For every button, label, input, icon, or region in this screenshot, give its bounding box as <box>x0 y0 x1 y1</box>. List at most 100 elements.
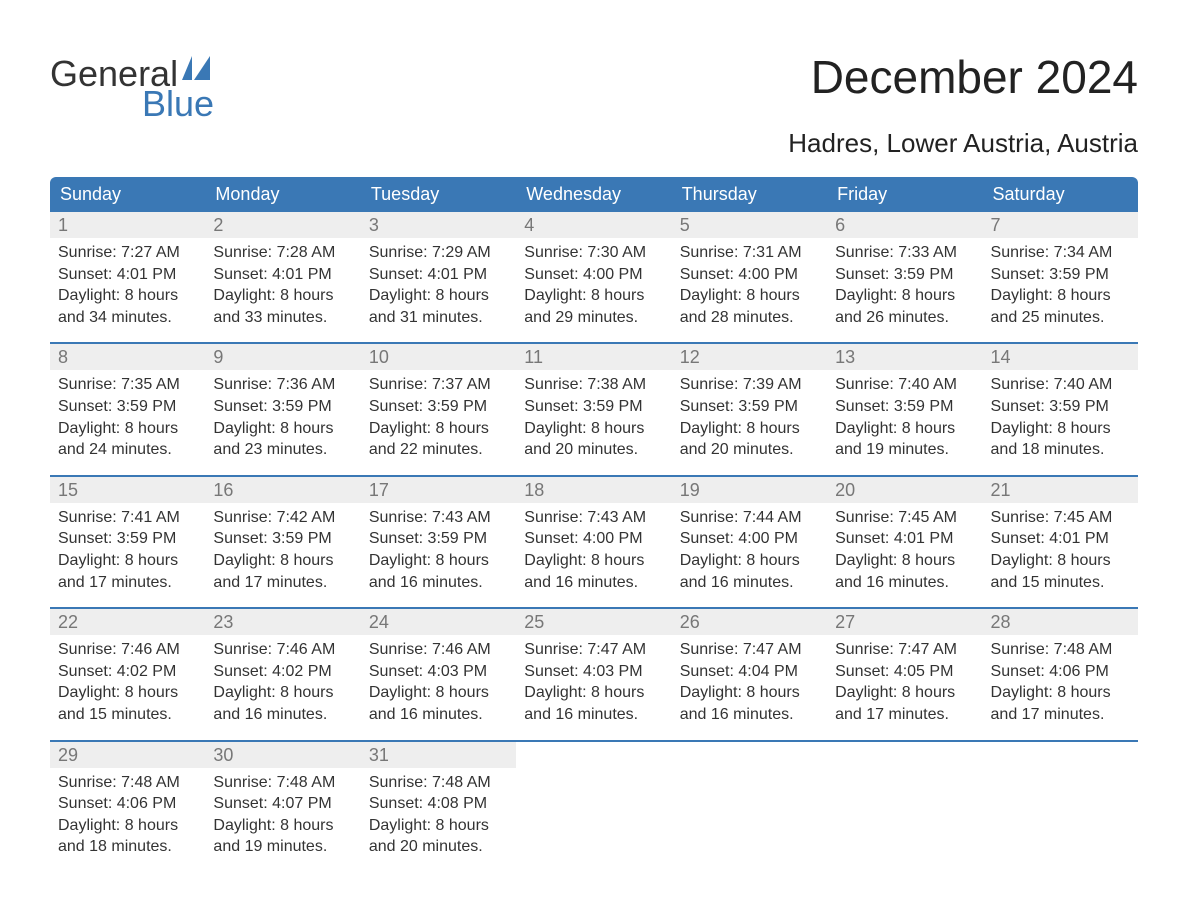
day-number: 15 <box>50 477 205 503</box>
daylight-line1: Daylight: 8 hours <box>680 418 819 440</box>
calendar-day: 17Sunrise: 7:43 AMSunset: 3:59 PMDayligh… <box>361 477 516 607</box>
daylight-line2: and 16 minutes. <box>524 572 663 594</box>
daylight-line2: and 17 minutes. <box>58 572 197 594</box>
sunset-text: Sunset: 3:59 PM <box>835 264 974 286</box>
sunrise-text: Sunrise: 7:38 AM <box>524 374 663 396</box>
day-number: 23 <box>205 609 360 635</box>
day-body: Sunrise: 7:46 AMSunset: 4:03 PMDaylight:… <box>361 635 516 739</box>
sunset-text: Sunset: 4:01 PM <box>213 264 352 286</box>
daylight-line2: and 16 minutes. <box>680 572 819 594</box>
daylight-line1: Daylight: 8 hours <box>991 285 1130 307</box>
sunset-text: Sunset: 4:08 PM <box>369 793 508 815</box>
day-number: 28 <box>983 609 1138 635</box>
calendar-day: 18Sunrise: 7:43 AMSunset: 4:00 PMDayligh… <box>516 477 671 607</box>
daylight-line1: Daylight: 8 hours <box>991 682 1130 704</box>
day-body: Sunrise: 7:27 AMSunset: 4:01 PMDaylight:… <box>50 238 205 342</box>
day-body: Sunrise: 7:31 AMSunset: 4:00 PMDaylight:… <box>672 238 827 342</box>
day-body: Sunrise: 7:48 AMSunset: 4:07 PMDaylight:… <box>205 768 360 872</box>
sunrise-text: Sunrise: 7:46 AM <box>369 639 508 661</box>
day-number: 6 <box>827 212 982 238</box>
day-body: Sunrise: 7:29 AMSunset: 4:01 PMDaylight:… <box>361 238 516 342</box>
sunset-text: Sunset: 4:00 PM <box>524 264 663 286</box>
calendar-header-cell: Monday <box>205 177 360 212</box>
page-title: December 2024 <box>811 50 1138 104</box>
day-body: Sunrise: 7:47 AMSunset: 4:05 PMDaylight:… <box>827 635 982 739</box>
calendar-day: 19Sunrise: 7:44 AMSunset: 4:00 PMDayligh… <box>672 477 827 607</box>
sunrise-text: Sunrise: 7:30 AM <box>524 242 663 264</box>
day-body: Sunrise: 7:48 AMSunset: 4:06 PMDaylight:… <box>50 768 205 872</box>
sunset-text: Sunset: 3:59 PM <box>369 396 508 418</box>
sunset-text: Sunset: 4:00 PM <box>524 528 663 550</box>
calendar-day: 8Sunrise: 7:35 AMSunset: 3:59 PMDaylight… <box>50 344 205 474</box>
day-number: 13 <box>827 344 982 370</box>
calendar-header-cell: Wednesday <box>516 177 671 212</box>
sunset-text: Sunset: 3:59 PM <box>835 396 974 418</box>
daylight-line1: Daylight: 8 hours <box>369 815 508 837</box>
daylight-line1: Daylight: 8 hours <box>369 285 508 307</box>
daylight-line2: and 16 minutes. <box>213 704 352 726</box>
daylight-line2: and 16 minutes. <box>680 704 819 726</box>
daylight-line1: Daylight: 8 hours <box>991 418 1130 440</box>
daylight-line2: and 16 minutes. <box>524 704 663 726</box>
daylight-line1: Daylight: 8 hours <box>58 285 197 307</box>
day-body: Sunrise: 7:41 AMSunset: 3:59 PMDaylight:… <box>50 503 205 607</box>
daylight-line1: Daylight: 8 hours <box>524 682 663 704</box>
day-number: 22 <box>50 609 205 635</box>
day-body: Sunrise: 7:34 AMSunset: 3:59 PMDaylight:… <box>983 238 1138 342</box>
day-number: 10 <box>361 344 516 370</box>
sunrise-text: Sunrise: 7:48 AM <box>369 772 508 794</box>
calendar-day <box>516 742 671 872</box>
daylight-line2: and 26 minutes. <box>835 307 974 329</box>
daylight-line2: and 23 minutes. <box>213 439 352 461</box>
day-number: 29 <box>50 742 205 768</box>
daylight-line2: and 28 minutes. <box>680 307 819 329</box>
daylight-line1: Daylight: 8 hours <box>58 815 197 837</box>
day-number: 8 <box>50 344 205 370</box>
sunset-text: Sunset: 3:59 PM <box>213 396 352 418</box>
daylight-line2: and 17 minutes. <box>835 704 974 726</box>
daylight-line2: and 16 minutes. <box>835 572 974 594</box>
daylight-line1: Daylight: 8 hours <box>680 550 819 572</box>
daylight-line1: Daylight: 8 hours <box>524 418 663 440</box>
sunset-text: Sunset: 4:01 PM <box>991 528 1130 550</box>
day-body: Sunrise: 7:47 AMSunset: 4:04 PMDaylight:… <box>672 635 827 739</box>
calendar-day: 31Sunrise: 7:48 AMSunset: 4:08 PMDayligh… <box>361 742 516 872</box>
calendar-week: 22Sunrise: 7:46 AMSunset: 4:02 PMDayligh… <box>50 607 1138 739</box>
sunrise-text: Sunrise: 7:33 AM <box>835 242 974 264</box>
day-body: Sunrise: 7:48 AMSunset: 4:08 PMDaylight:… <box>361 768 516 872</box>
daylight-line1: Daylight: 8 hours <box>369 550 508 572</box>
sunrise-text: Sunrise: 7:46 AM <box>58 639 197 661</box>
day-body: Sunrise: 7:36 AMSunset: 3:59 PMDaylight:… <box>205 370 360 474</box>
daylight-line2: and 15 minutes. <box>991 572 1130 594</box>
calendar-header-cell: Thursday <box>672 177 827 212</box>
day-body: Sunrise: 7:48 AMSunset: 4:06 PMDaylight:… <box>983 635 1138 739</box>
daylight-line2: and 33 minutes. <box>213 307 352 329</box>
sunrise-text: Sunrise: 7:41 AM <box>58 507 197 529</box>
sunset-text: Sunset: 3:59 PM <box>369 528 508 550</box>
daylight-line2: and 25 minutes. <box>991 307 1130 329</box>
daylight-line2: and 24 minutes. <box>58 439 197 461</box>
sunrise-text: Sunrise: 7:43 AM <box>369 507 508 529</box>
calendar: SundayMondayTuesdayWednesdayThursdayFrid… <box>50 177 1138 872</box>
sunrise-text: Sunrise: 7:47 AM <box>835 639 974 661</box>
daylight-line1: Daylight: 8 hours <box>213 815 352 837</box>
calendar-header-cell: Saturday <box>983 177 1138 212</box>
calendar-week: 1Sunrise: 7:27 AMSunset: 4:01 PMDaylight… <box>50 212 1138 342</box>
calendar-day: 28Sunrise: 7:48 AMSunset: 4:06 PMDayligh… <box>983 609 1138 739</box>
calendar-day: 12Sunrise: 7:39 AMSunset: 3:59 PMDayligh… <box>672 344 827 474</box>
day-number: 4 <box>516 212 671 238</box>
day-body: Sunrise: 7:43 AMSunset: 3:59 PMDaylight:… <box>361 503 516 607</box>
day-body: Sunrise: 7:45 AMSunset: 4:01 PMDaylight:… <box>983 503 1138 607</box>
calendar-week: 15Sunrise: 7:41 AMSunset: 3:59 PMDayligh… <box>50 475 1138 607</box>
day-number: 18 <box>516 477 671 503</box>
sunset-text: Sunset: 3:59 PM <box>213 528 352 550</box>
day-body: Sunrise: 7:43 AMSunset: 4:00 PMDaylight:… <box>516 503 671 607</box>
sunrise-text: Sunrise: 7:27 AM <box>58 242 197 264</box>
calendar-day: 15Sunrise: 7:41 AMSunset: 3:59 PMDayligh… <box>50 477 205 607</box>
daylight-line2: and 34 minutes. <box>58 307 197 329</box>
sunset-text: Sunset: 4:01 PM <box>58 264 197 286</box>
calendar-day: 26Sunrise: 7:47 AMSunset: 4:04 PMDayligh… <box>672 609 827 739</box>
calendar-day: 29Sunrise: 7:48 AMSunset: 4:06 PMDayligh… <box>50 742 205 872</box>
day-number: 9 <box>205 344 360 370</box>
calendar-header-cell: Sunday <box>50 177 205 212</box>
